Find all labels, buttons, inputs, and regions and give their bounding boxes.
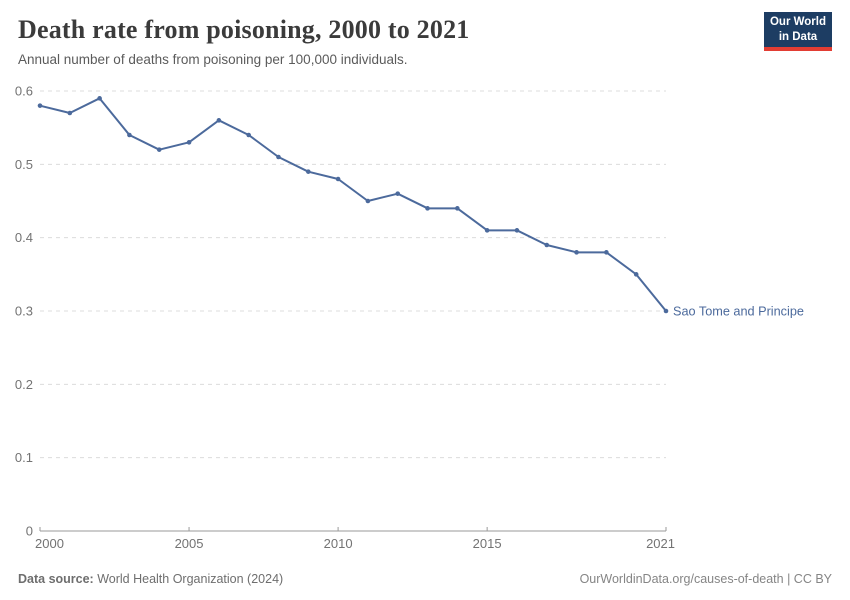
owid-logo-line2: in Data [778,30,818,43]
chart-footer: Data source: World Health Organization (… [18,572,832,586]
data-point-2010[interactable] [335,176,341,182]
data-point-2019[interactable] [604,250,609,255]
data-point-2017[interactable] [544,242,550,248]
y-axis-tick-label: 0.5 [15,157,33,172]
y-axis-tick-label: 0.3 [15,304,33,319]
x-axis-tick-label: 2015 [473,536,502,551]
x-axis-tick-label: 2021 [646,536,675,551]
data-source-note: Data source: World Health Organization (… [18,572,283,586]
data-point-2007[interactable] [246,132,251,138]
data-point-2018[interactable] [574,250,579,255]
x-axis-tick-label: 2005 [175,536,204,551]
owid-logo-line1: Our World [769,16,826,29]
x-axis-tick-label: 2010 [324,536,353,551]
data-point-2011[interactable] [365,198,371,204]
y-axis-tick-label: 0.4 [15,230,33,245]
data-point-2005[interactable] [186,140,192,145]
data-point-2008[interactable] [276,154,281,160]
data-source-label: Data source: [18,572,94,586]
chart-header: Death rate from poisoning, 2000 to 2021 … [18,12,832,67]
data-point-2014[interactable] [455,206,460,211]
chart-subtitle: Annual number of deaths from poisoning p… [18,52,408,67]
data-point-2001[interactable] [67,110,73,116]
data-source-text: World Health Organization (2024) [93,572,284,586]
data-point-2006[interactable] [216,118,222,123]
data-point-2016[interactable] [514,228,520,233]
y-axis-tick-label: 0.2 [15,377,33,392]
x-axis-tick-label: 2000 [35,536,64,551]
data-point-2004[interactable] [156,147,162,152]
data-point-2015[interactable] [484,228,490,233]
y-axis-tick-label: 0.1 [15,450,33,465]
owid-citation-link[interactable]: OurWorldinData.org/causes-of-death | CC … [579,572,832,586]
data-point-2012[interactable] [395,191,401,196]
data-point-2013[interactable] [425,206,430,211]
y-axis-tick-label: 0.6 [15,84,33,99]
data-point-2003[interactable] [127,132,132,138]
data-point-2009[interactable] [305,169,311,174]
data-point-2020[interactable] [633,272,639,277]
series-line[interactable] [39,97,667,312]
data-point-2002[interactable] [97,96,102,101]
owid-logo[interactable]: Our World in Data [764,12,832,51]
series-end-label[interactable]: Sao Tome and Principe [673,305,804,319]
data-point-2000[interactable] [37,103,43,108]
data-point-2021[interactable] [663,308,669,314]
chart-title: Death rate from poisoning, 2000 to 2021 [18,15,470,44]
y-axis-tick-label: 0 [26,524,33,539]
